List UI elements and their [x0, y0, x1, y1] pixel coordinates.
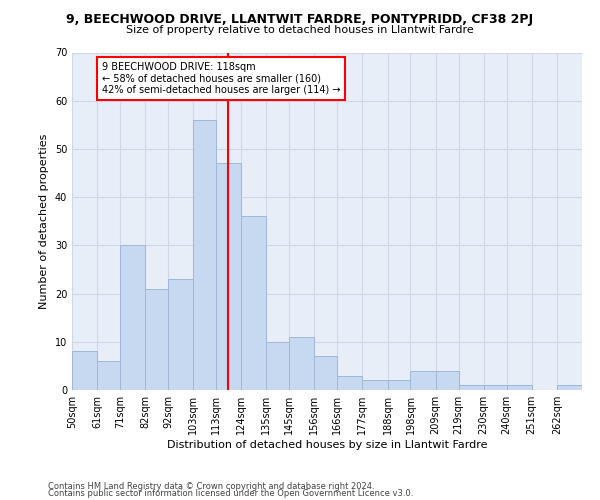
Text: Size of property relative to detached houses in Llantwit Fardre: Size of property relative to detached ho… — [126, 25, 474, 35]
Bar — [289, 337, 314, 390]
Bar — [458, 385, 484, 390]
Bar — [506, 385, 532, 390]
X-axis label: Distribution of detached houses by size in Llantwit Fardre: Distribution of detached houses by size … — [167, 440, 487, 450]
Bar — [557, 385, 582, 390]
Bar — [216, 164, 241, 390]
Bar — [337, 376, 362, 390]
Text: 9, BEECHWOOD DRIVE, LLANTWIT FARDRE, PONTYPRIDD, CF38 2PJ: 9, BEECHWOOD DRIVE, LLANTWIT FARDRE, PON… — [67, 12, 533, 26]
Bar — [145, 289, 168, 390]
Bar — [388, 380, 410, 390]
Bar — [120, 246, 145, 390]
Bar — [362, 380, 388, 390]
Y-axis label: Number of detached properties: Number of detached properties — [39, 134, 49, 309]
Bar — [410, 370, 436, 390]
Bar — [266, 342, 289, 390]
Bar — [241, 216, 266, 390]
Bar — [72, 352, 97, 390]
Bar — [436, 370, 458, 390]
Text: Contains HM Land Registry data © Crown copyright and database right 2024.: Contains HM Land Registry data © Crown c… — [48, 482, 374, 491]
Text: 9 BEECHWOOD DRIVE: 118sqm
← 58% of detached houses are smaller (160)
42% of semi: 9 BEECHWOOD DRIVE: 118sqm ← 58% of detac… — [102, 62, 340, 96]
Bar — [484, 385, 506, 390]
Bar — [193, 120, 216, 390]
Bar — [314, 356, 337, 390]
Bar — [168, 279, 193, 390]
Bar — [97, 361, 120, 390]
Text: Contains public sector information licensed under the Open Government Licence v3: Contains public sector information licen… — [48, 489, 413, 498]
